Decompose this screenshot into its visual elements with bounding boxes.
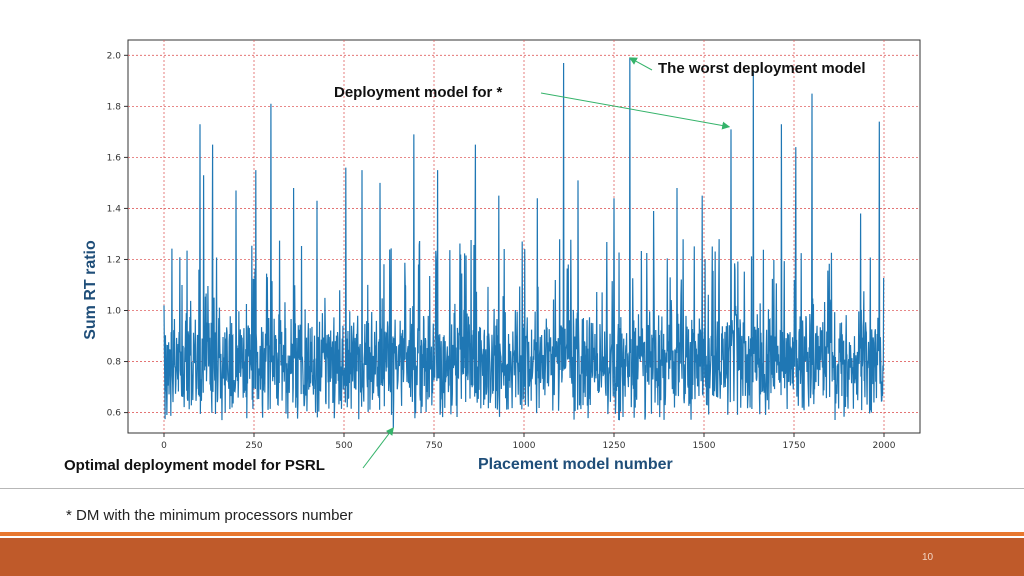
- x-axis-label: Placement model number: [478, 456, 673, 473]
- annotation-arrows: [362, 57, 731, 469]
- annotation-arrow: [362, 427, 394, 469]
- y-tick-label: 0.8: [107, 358, 122, 368]
- x-tick-label: 1750: [783, 441, 806, 451]
- x-tick-label: 250: [245, 441, 262, 451]
- x-tick-label: 0: [161, 441, 167, 451]
- page-number: 10: [922, 552, 934, 563]
- x-tick-label: 500: [335, 441, 352, 451]
- footer-separator: [0, 488, 1024, 489]
- y-axis-label: Sum RT ratio: [82, 240, 99, 340]
- annotation-worst-model: The worst deployment model: [658, 60, 866, 77]
- footnote: * DM with the minimum processors number: [66, 507, 353, 524]
- y-tick-label: 0.6: [107, 409, 122, 419]
- x-tick-label: 1000: [513, 441, 536, 451]
- y-tick-label: 1.6: [107, 153, 122, 163]
- y-tick-label: 1.0: [107, 307, 122, 317]
- footer-band: [0, 538, 1024, 576]
- annotation-arrow: [628, 57, 653, 71]
- annotation-arrow: [540, 92, 731, 130]
- annotation-deployment-model: Deployment model for *: [334, 84, 503, 101]
- tick-labels: 0 250 500 750 1000 1250 1500 1750 2000 0.6 0.8 1.0 1…: [107, 51, 896, 451]
- y-axis-label-wrap: Sum RT ratio: [66, 100, 116, 480]
- y-tick-label: 2.0: [107, 51, 122, 61]
- y-tick-label: 1.2: [107, 255, 121, 265]
- x-tick-label: 1250: [603, 441, 626, 451]
- series-line: [163, 57, 885, 428]
- y-tick-label: 1.4: [107, 204, 122, 214]
- annotation-optimal-model: Optimal deployment model for PSRL: [64, 457, 325, 474]
- x-tick-label: 750: [425, 441, 442, 451]
- footer-stripe: [0, 532, 1024, 536]
- x-tick-label: 1500: [693, 441, 716, 451]
- y-tick-label: 1.8: [107, 102, 122, 112]
- x-tick-label: 2000: [873, 441, 896, 451]
